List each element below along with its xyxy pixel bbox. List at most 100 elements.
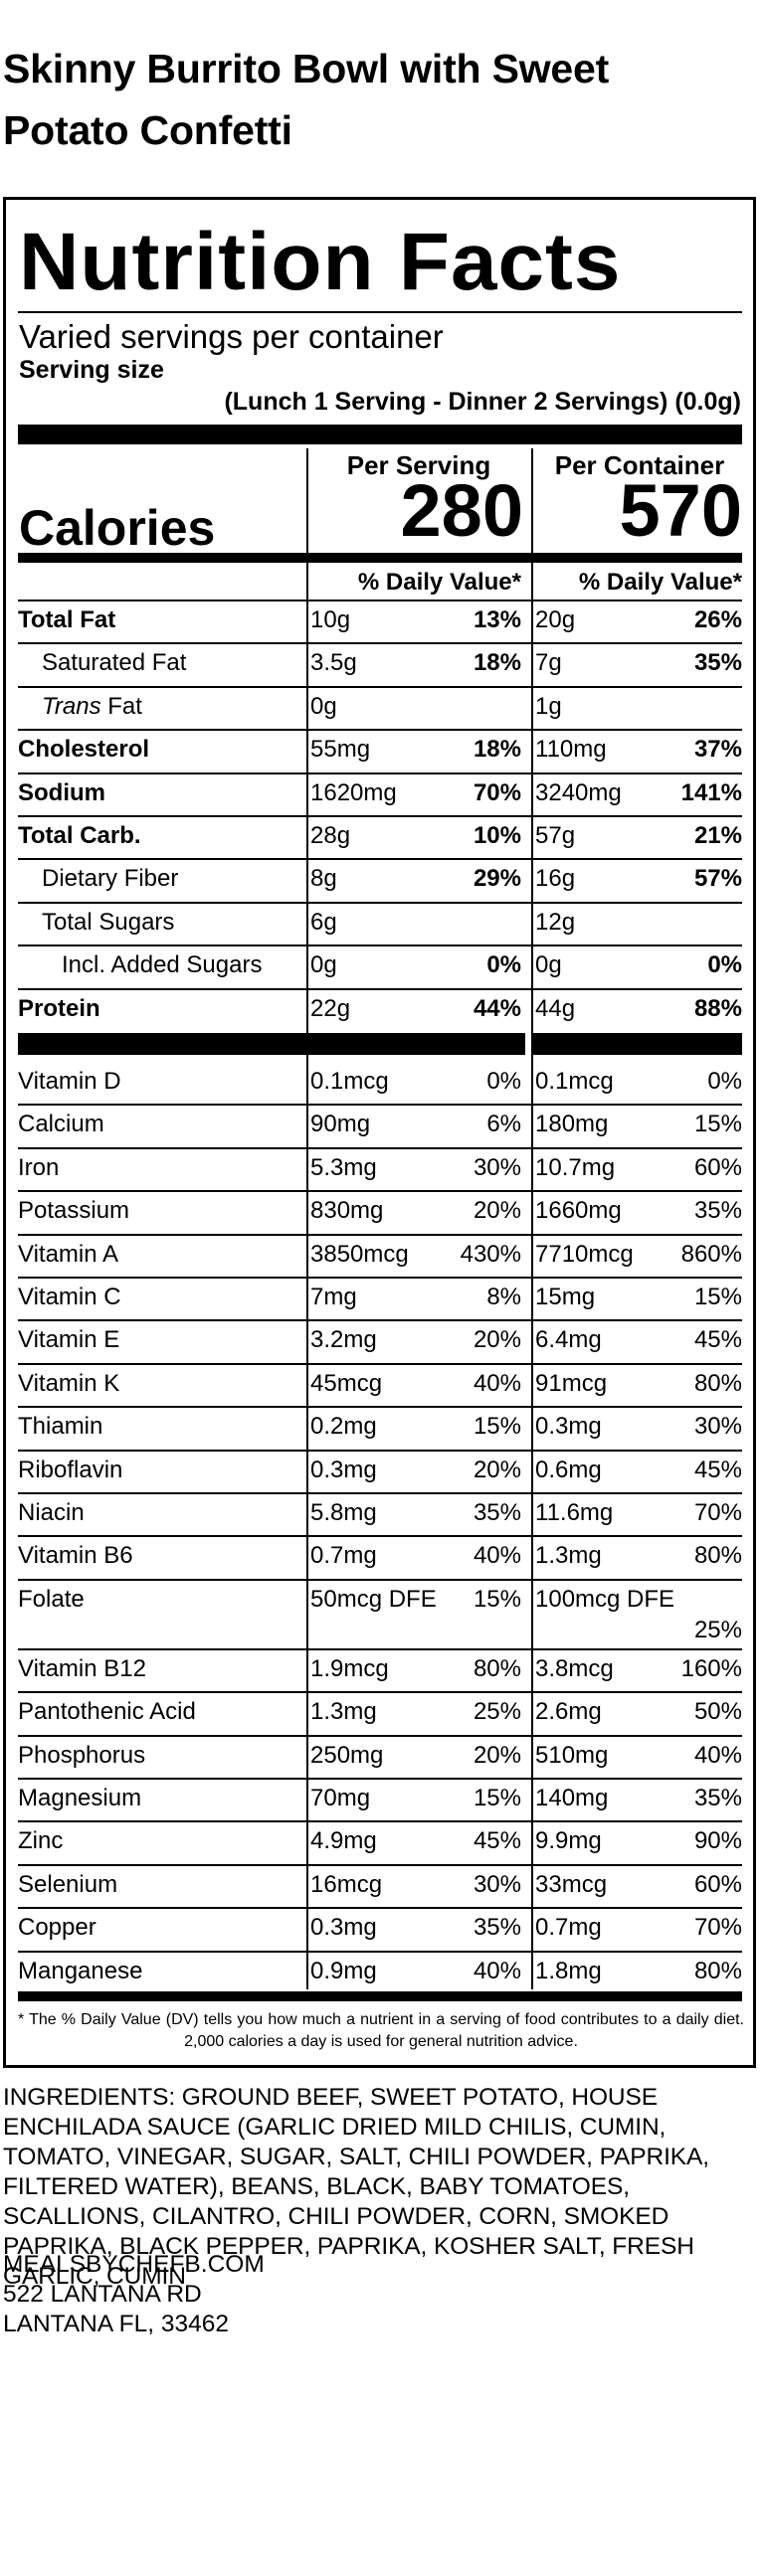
container-daily-value: 70% [693, 1914, 742, 1942]
vitamin-name: Vitamin B6 [18, 1542, 133, 1570]
container-amount: 510mg [535, 1741, 609, 1769]
serving-daily-value: 8% [486, 1284, 521, 1310]
serving-daily-value: 40% [473, 1369, 521, 1397]
section-bar [308, 1033, 525, 1055]
vitamin-name: Calcium [18, 1111, 104, 1138]
container-daily-value: 90% [693, 1827, 742, 1855]
container-amount: 110mg [535, 736, 607, 764]
vitamin-name: Phosphorus [18, 1741, 146, 1769]
container-daily-value: 15% [693, 1284, 742, 1310]
vitamin-name: Vitamin K [18, 1369, 120, 1397]
container-amount: 1660mg [535, 1197, 622, 1225]
vitamin-name: Vitamin C [18, 1284, 121, 1310]
serving-daily-value: 15% [473, 1585, 521, 1613]
container-daily-value: 26% [693, 606, 742, 633]
serving-amount: 28g [310, 822, 351, 849]
serving-daily-value: 10% [473, 822, 521, 849]
serving-daily-value: 430% [460, 1240, 521, 1268]
container-daily-value: 160% [680, 1654, 742, 1682]
row-divider [18, 902, 742, 904]
serving-size-value: (Lunch 1 Serving - Dinner 2 Servings) (0… [224, 388, 741, 416]
bottom-divider [18, 1991, 742, 2001]
serving-amount: 7mg [310, 1284, 357, 1310]
container-daily-value: 35% [693, 1197, 742, 1225]
container-amount: 100mcg DFE [535, 1585, 675, 1613]
row-divider [18, 858, 742, 860]
container-daily-value: 860% [680, 1240, 742, 1268]
column-divider-right [531, 448, 533, 1989]
container-daily-value: 21% [693, 822, 742, 849]
container-daily-value: 37% [693, 736, 742, 764]
serving-daily-value: 20% [473, 1197, 521, 1225]
vitamin-name: Thiamin [18, 1413, 103, 1441]
section-bar [18, 1033, 306, 1055]
container-amount: 10.7mg [535, 1153, 616, 1181]
serving-daily-value: 0% [486, 1068, 521, 1095]
serving-amount: 0g [310, 692, 337, 720]
ingredients-list: INGREDIENTS: GROUND BEEF, SWEET POTATO, … [3, 2084, 709, 2290]
container-daily-value: 88% [693, 994, 742, 1022]
serving-daily-value: 80% [473, 1654, 521, 1682]
container-amount: 0g [535, 951, 562, 979]
nutrient-name: Sodium [18, 778, 105, 806]
serving-amount: 0.3mg [310, 1456, 377, 1483]
container-amount: 3.8mcg [535, 1654, 614, 1682]
row-divider [18, 1450, 742, 1452]
serving-amount: 3850mcg [310, 1240, 409, 1268]
vitamin-name: Potassium [18, 1197, 130, 1225]
container-daily-value: 0% [707, 951, 742, 979]
vitamin-name: Copper [18, 1914, 96, 1942]
serving-amount: 0.3mg [310, 1914, 377, 1942]
servings-per-container: Varied servings per container [19, 318, 444, 355]
container-amount: 11.6mg [535, 1499, 614, 1526]
serving-amount: 0g [310, 951, 337, 979]
row-divider [18, 988, 742, 990]
serving-amount: 0.2mg [310, 1413, 377, 1441]
row-divider [18, 642, 742, 644]
daily-value-footnote: * The % Daily Value (DV) tells you how m… [18, 2011, 744, 2050]
nutrient-name: Total Fat [18, 606, 116, 633]
container-daily-value: 60% [693, 1153, 742, 1181]
serving-amount: 1.3mg [310, 1698, 377, 1726]
serving-daily-value: 35% [473, 1914, 521, 1942]
container-amount: 1.3mg [535, 1542, 602, 1570]
container-amount: 16g [535, 865, 576, 893]
row-divider [18, 729, 742, 731]
nutrient-name: Trans Fat [42, 692, 142, 720]
serving-amount: 16mcg [310, 1870, 383, 1898]
column-divider-left [306, 448, 308, 1989]
calories-label: Calories [19, 500, 216, 556]
container-amount: 180mg [535, 1111, 609, 1138]
container-amount: 1.8mg [535, 1957, 602, 1984]
container-amount: 0.3mg [535, 1413, 602, 1441]
container-amount: 33mcg [535, 1870, 608, 1898]
medium-divider [18, 553, 742, 563]
container-amount: 3240mg [535, 778, 622, 806]
vitamin-name: Manganese [18, 1957, 143, 1984]
row-divider [18, 600, 742, 601]
row-divider [18, 1234, 742, 1236]
container-daily-value: 30% [693, 1413, 742, 1441]
serving-daily-value: 15% [473, 1785, 521, 1811]
vitamin-name: Selenium [18, 1870, 118, 1898]
calories-per-serving: 280 [400, 469, 523, 552]
row-divider [18, 1864, 742, 1866]
container-daily-value: 50% [693, 1698, 742, 1726]
serving-daily-value: 20% [473, 1741, 521, 1769]
container-daily-value: 15% [693, 1111, 742, 1138]
per-container-header: Per Container [554, 450, 725, 480]
serving-amount: 4.9mg [310, 1827, 377, 1855]
serving-amount: 0.1mcg [310, 1068, 389, 1095]
row-divider [18, 1735, 742, 1737]
container-amount: 15mg [535, 1284, 596, 1310]
divider [18, 311, 742, 313]
serving-amount: 70mg [310, 1785, 371, 1811]
serving-amount: 45mcg [310, 1369, 383, 1397]
container-amount: 7g [535, 649, 562, 677]
serving-daily-value: 18% [473, 649, 521, 677]
nutrient-name: Cholesterol [18, 736, 150, 764]
row-divider [18, 1319, 742, 1321]
nutrient-name: Total Sugars [42, 908, 175, 936]
container-amount: 140mg [535, 1785, 609, 1811]
row-divider [18, 1363, 742, 1365]
